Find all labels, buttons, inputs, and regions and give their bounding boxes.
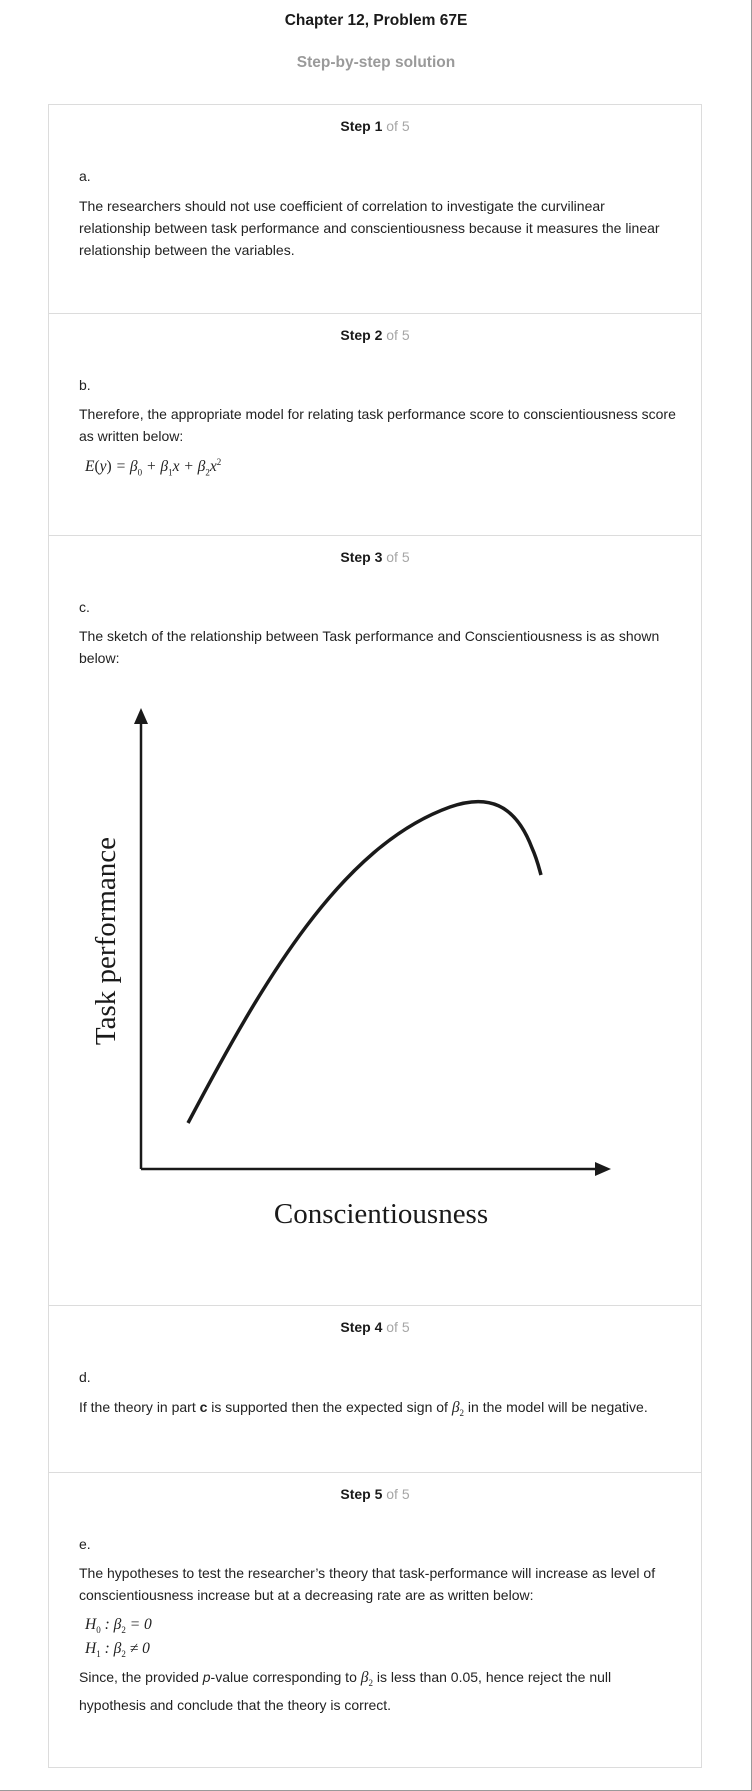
part-label-c: c.	[79, 599, 90, 615]
step-of-total: of 5	[386, 327, 410, 343]
null-hypothesis: H0 : β2 = 0	[85, 1616, 152, 1636]
step-5: Step 5 of 5 e. The hypotheses to test th…	[49, 1473, 701, 1767]
part-label-b: b.	[79, 377, 91, 393]
y-axis-label: Task performance	[90, 837, 122, 1045]
step-header: Step 3 of 5	[49, 549, 701, 565]
step-4-text: If the theory in part c is supported the…	[79, 1399, 648, 1419]
step-2-text: Therefore, the appropriate model for rel…	[79, 406, 676, 444]
step-1: Step 1 of 5 a. The researchers should no…	[49, 105, 701, 314]
step-3: Step 3 of 5 c. The sketch of the relatio…	[49, 536, 701, 1306]
part-label-d: d.	[79, 1369, 91, 1385]
step-header: Step 4 of 5	[49, 1319, 701, 1335]
performance-curve	[186, 799, 543, 1124]
x-axis-label: Conscientiousness	[274, 1198, 488, 1230]
step-of-total: of 5	[386, 118, 410, 134]
x-axis-arrow	[595, 1162, 611, 1176]
step-4: Step 4 of 5 d. If the theory in part c i…	[49, 1306, 701, 1473]
y-axis-arrow	[134, 708, 148, 724]
step-of-total: of 5	[386, 1486, 410, 1502]
step-number: Step 4	[340, 1319, 383, 1335]
step-of-total: of 5	[386, 549, 410, 565]
alternative-hypothesis: H1 : β2 ≠ 0	[85, 1640, 150, 1660]
page-subtitle: Step-by-step solution	[296, 54, 456, 71]
step-of-total: of 5	[386, 1319, 410, 1335]
step-number: Step 1	[340, 118, 383, 134]
part-label-e: e.	[79, 1536, 91, 1552]
part-reference: c	[199, 1399, 208, 1415]
step-header: Step 2 of 5	[49, 327, 701, 343]
step-5-text: The hypotheses to test the researcher’s …	[79, 1565, 656, 1603]
p-symbol: p	[202, 1669, 211, 1685]
page-title: Chapter 12, Problem 67E	[284, 12, 468, 29]
step-header: Step 1 of 5	[49, 118, 701, 134]
step-5-conclusion: Since, the provided p-value correspondin…	[79, 1669, 612, 1714]
step-number: Step 3	[340, 549, 383, 565]
solution-container: Step 1 of 5 a. The researchers should no…	[48, 104, 702, 1768]
step-number: Step 5	[340, 1486, 383, 1502]
relationship-sketch: Task performance Conscientiousness	[90, 708, 611, 1230]
step-3-text: The sketch of the relationship between T…	[79, 628, 660, 666]
step-1-text: The researchers should not use coefficie…	[79, 198, 660, 258]
beta2-symbol: β2	[360, 1669, 373, 1689]
step-number: Step 2	[340, 327, 383, 343]
step-2: Step 2 of 5 b. Therefore, the appropriat…	[49, 314, 701, 536]
beta2-symbol: β2	[451, 1399, 465, 1419]
model-equation: E(y) = β0 + β1x + β2x2	[85, 457, 222, 478]
step-header: Step 5 of 5	[49, 1486, 701, 1502]
part-label-a: a.	[79, 168, 91, 184]
